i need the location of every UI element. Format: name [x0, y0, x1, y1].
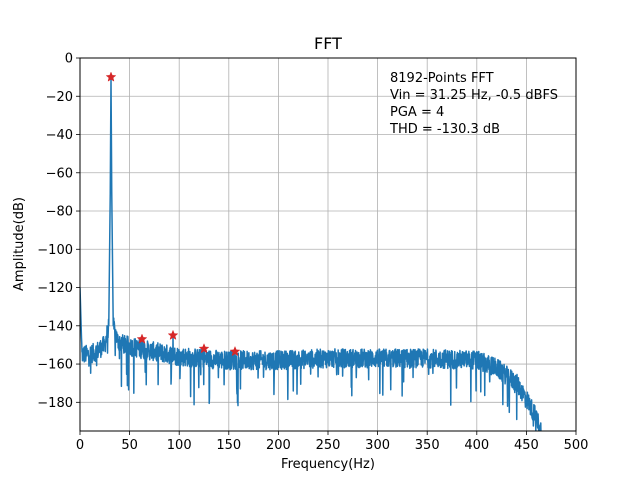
harmonic-marker: [198, 343, 210, 354]
y-tick-label: 0: [65, 52, 73, 67]
x-axis-ticks: 0 50 100 150 200 250 300 350 400 450 500: [76, 431, 589, 453]
spectrum-line: [80, 76, 542, 431]
y-axis-label: Amplitude(dB): [12, 197, 27, 291]
x-tick-label: 50: [121, 438, 138, 453]
x-tick-label: 400: [464, 438, 489, 453]
x-axis-label: Frequency(Hz): [281, 457, 375, 472]
x-tick-label: 350: [415, 438, 440, 453]
y-tick-label: −60: [46, 166, 73, 181]
annotation-line-1: 8192-Points FFT: [390, 71, 494, 86]
harmonic-markers: [105, 71, 241, 357]
harmonic-marker: [167, 329, 179, 340]
x-tick-label: 300: [365, 438, 390, 453]
chart-title: FFT: [314, 34, 342, 53]
y-tick-label: −180: [37, 396, 73, 411]
x-tick-label: 150: [216, 438, 241, 453]
y-tick-label: −120: [37, 281, 73, 296]
annotation-box: 8192-Points FFT Vin = 31.25 Hz, -0.5 dBF…: [389, 71, 558, 137]
spectrum-series: [80, 76, 542, 431]
annotation-line-3: PGA = 4: [390, 105, 444, 120]
y-axis-ticks: 0 −20 −40 −60 −80 −100 −120 −140 −160 −180: [37, 52, 80, 411]
x-tick-label: 500: [564, 438, 589, 453]
y-tick-label: −100: [37, 243, 73, 258]
x-tick-label: 250: [316, 438, 341, 453]
y-tick-label: −40: [46, 128, 73, 143]
x-tick-label: 100: [167, 438, 192, 453]
x-tick-label: 450: [514, 438, 539, 453]
y-tick-label: −140: [37, 319, 73, 334]
harmonic-marker: [105, 71, 117, 82]
annotation-line-4: THD = -130.3 dB: [389, 122, 500, 137]
x-tick-label: 0: [76, 438, 84, 453]
x-tick-label: 200: [266, 438, 291, 453]
y-tick-label: −160: [37, 358, 73, 373]
annotation-line-2: Vin = 31.25 Hz, -0.5 dBFS: [390, 88, 558, 103]
y-tick-label: −20: [46, 90, 73, 105]
harmonic-marker: [136, 333, 148, 344]
y-tick-label: −80: [46, 205, 73, 220]
harmonic-marker: [229, 345, 241, 357]
